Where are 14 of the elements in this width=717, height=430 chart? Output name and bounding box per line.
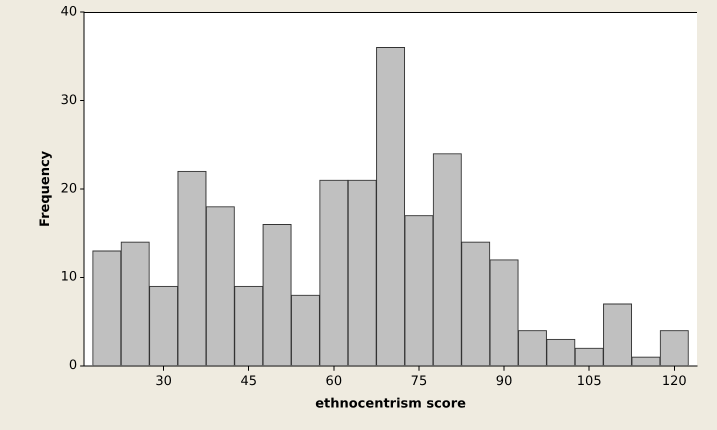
y-axis-title: Frequency	[38, 150, 54, 227]
y-tick-label: 30	[60, 92, 78, 108]
x-tick-label: 45	[240, 374, 257, 389]
x-tick-label: 105	[576, 374, 602, 389]
y-tick-label: 10	[60, 270, 78, 285]
x-tick-label: 75	[410, 374, 428, 389]
y-tick-label: 0	[68, 358, 78, 374]
x-tick-label: 30	[155, 374, 172, 389]
x-axis-title: ethnocentrism score	[315, 396, 466, 412]
y-tick-label: 20	[60, 181, 78, 196]
x-tick-label: 120	[662, 374, 687, 389]
y-tick-label: 40	[60, 4, 78, 20]
x-tick-label: 60	[326, 374, 342, 389]
x-tick-label: 90	[496, 374, 512, 389]
